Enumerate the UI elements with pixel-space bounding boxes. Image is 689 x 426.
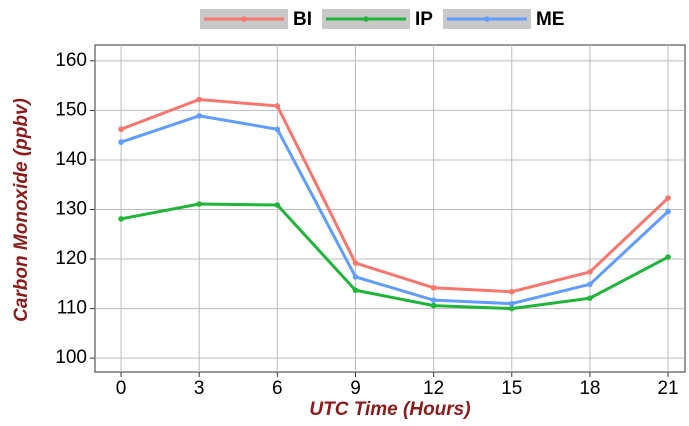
x-tick-label: 6 <box>272 378 283 399</box>
legend-swatch-point <box>484 16 490 22</box>
data-point <box>274 202 281 208</box>
data-point <box>274 126 281 133</box>
y-tick-label: 100 <box>55 347 87 368</box>
series-line <box>120 97 670 294</box>
x-tick-label: 12 <box>423 378 444 399</box>
data-point <box>196 96 202 103</box>
data-point <box>508 305 515 312</box>
data-point <box>118 216 124 222</box>
data-point <box>665 208 671 215</box>
data-point <box>430 284 437 291</box>
marks <box>118 96 671 312</box>
data-point <box>665 195 671 201</box>
data-point <box>508 288 515 295</box>
x-tick-label: 18 <box>579 378 600 399</box>
x-tick-label: 21 <box>657 378 678 399</box>
x-axis-title: UTC Time (Hours) <box>309 399 470 420</box>
y-tick-label: 140 <box>55 149 87 170</box>
grid: 100 110 120 130 140 150 160 0 3 6 9 12 15 18 21 <box>55 45 685 399</box>
series-line <box>120 202 669 311</box>
data-point <box>665 254 671 260</box>
legend-swatch-point <box>363 16 369 22</box>
y-tick-label: 150 <box>55 99 87 120</box>
x-tick-label: 0 <box>116 378 127 399</box>
data-point <box>196 113 202 119</box>
data-point <box>508 300 515 307</box>
data-point <box>196 201 202 207</box>
y-tick-label: 120 <box>55 248 87 269</box>
legend-label: BI <box>293 9 312 30</box>
x-tick-label: 3 <box>194 378 205 399</box>
y-tick-label: 160 <box>55 50 87 71</box>
x-tick-label: 9 <box>350 378 361 399</box>
legend-label: IP <box>415 9 433 30</box>
data-point <box>118 139 124 145</box>
series-line <box>120 114 670 306</box>
data-point <box>274 103 281 109</box>
plot-panel <box>94 44 686 373</box>
data-point <box>587 269 593 275</box>
x-tick-label: 15 <box>501 378 522 399</box>
legend-swatch-point <box>241 16 247 22</box>
y-tick-label: 130 <box>55 199 87 220</box>
data-point <box>430 302 437 309</box>
data-point <box>587 281 593 288</box>
legend-label: ME <box>536 9 565 30</box>
y-axis-title: Carbon Monoxide (ppbv) <box>11 98 32 322</box>
data-point <box>352 260 359 266</box>
data-point <box>118 126 124 133</box>
legend: BI IP ME <box>200 9 564 30</box>
y-tick-label: 110 <box>57 298 87 319</box>
data-point <box>587 295 593 301</box>
data-point <box>352 287 359 294</box>
data-point <box>430 297 437 303</box>
data-point <box>352 274 359 280</box>
